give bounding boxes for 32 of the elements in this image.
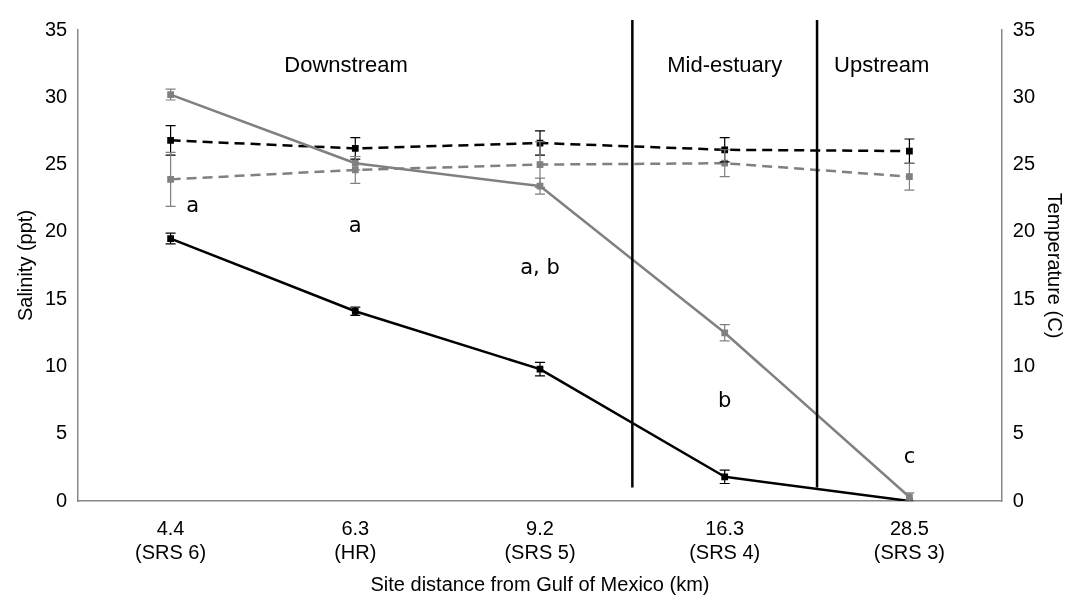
y2-tick-label: 30 xyxy=(1012,84,1035,107)
annotation: a, b xyxy=(520,254,560,279)
y-tick-label: 35 xyxy=(45,17,68,40)
y-tick-label: 20 xyxy=(45,219,68,242)
y-tick-label: 0 xyxy=(56,488,68,511)
y2-axis-title: Temperature (C) xyxy=(1044,192,1067,339)
y2-tick-label: 35 xyxy=(1012,17,1035,40)
x-tick-label: 6.3 (HR) xyxy=(334,516,377,563)
y2-tick-label: 10 xyxy=(1012,353,1035,376)
annotation: a xyxy=(348,212,362,237)
x-tick-label: 16.3 (SRS 4) xyxy=(689,516,761,563)
annotation: Downstream xyxy=(284,52,408,78)
y2-tick-label: 0 xyxy=(1012,488,1024,511)
y-tick-label: 30 xyxy=(45,84,68,107)
y-tick-label: 15 xyxy=(45,286,68,309)
y2-tick-label: 20 xyxy=(1012,219,1035,242)
y-tick-label: 10 xyxy=(45,353,68,376)
annotation: Mid-estuary xyxy=(667,52,783,78)
y2-tick-label: 15 xyxy=(1012,286,1035,309)
x-axis-title: Site distance from Gulf of Mexico (km) xyxy=(370,572,710,595)
y2-tick-label: 25 xyxy=(1012,152,1035,175)
x-tick-label: 9.2 (SRS 5) xyxy=(504,516,576,563)
y2-tick-label: 5 xyxy=(1012,421,1024,444)
y-axis-title: Salinity (ppt) xyxy=(13,209,36,322)
y-tick-label: 25 xyxy=(45,152,68,175)
annotation: b xyxy=(718,387,732,412)
x-tick-label: 4.4 (SRS 6) xyxy=(135,516,207,563)
y-tick-label: 5 xyxy=(56,421,68,444)
x-tick-label: 28.5 (SRS 3) xyxy=(873,516,945,563)
annotation: c xyxy=(903,444,916,469)
annotation: a xyxy=(186,192,200,217)
annotation: Upstream xyxy=(834,52,930,78)
